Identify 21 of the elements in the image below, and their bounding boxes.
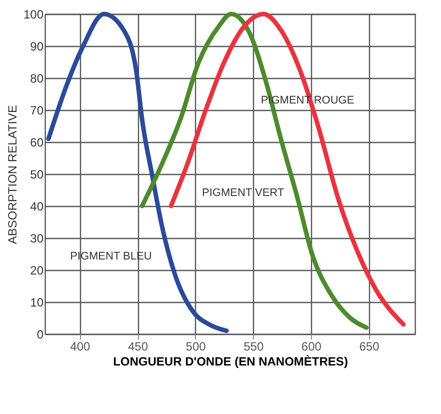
x-tick-label: 450	[128, 340, 148, 354]
x-tick-label: 550	[244, 340, 264, 354]
y-tick-label: 50	[30, 168, 44, 182]
x-tick-label: 400	[70, 340, 91, 354]
y-tick-label: 40	[30, 200, 44, 214]
annotation: PIGMENT VERT	[202, 186, 284, 199]
y-tick-label: 10	[30, 296, 44, 310]
x-tick-label: 650	[359, 340, 380, 354]
line-series	[168, 12, 406, 327]
y-tick-label: 100	[23, 8, 44, 22]
y-tick-label: 60	[30, 136, 44, 150]
x-tick-label: 600	[301, 340, 322, 354]
y-tick-label: 30	[30, 232, 44, 246]
y-tick-label: 20	[30, 264, 44, 278]
y-axis-title: ABSORPTION RELATIVE	[5, 104, 20, 244]
x-axis-title: LONGUEUR D'ONDE (EN NANOMÈTRES)	[113, 354, 348, 368]
y-tick-label: 0	[36, 328, 44, 342]
y-tick-label: 70	[30, 104, 44, 118]
y-tick-label: 80	[30, 72, 44, 86]
y-tick-label: 90	[30, 40, 44, 54]
x-tick-label: 500	[186, 340, 206, 354]
